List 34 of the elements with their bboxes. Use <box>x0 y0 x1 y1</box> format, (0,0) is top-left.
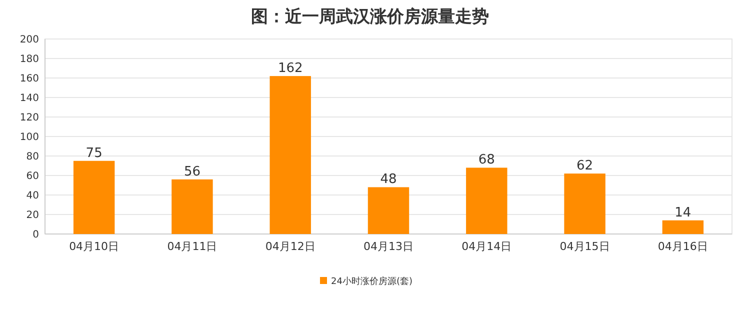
legend-label: 24小时涨价房源(套) <box>331 276 412 287</box>
x-tick-label: 04月15日 <box>560 240 610 253</box>
y-tick-label: 160 <box>20 74 39 84</box>
y-tick-label: 140 <box>20 93 39 104</box>
y-tick-label: 20 <box>26 210 39 221</box>
data-label: 56 <box>184 164 200 180</box>
bar <box>172 179 213 234</box>
data-label: 75 <box>86 146 102 161</box>
data-label: 68 <box>478 152 495 168</box>
x-tick-label: 04月12日 <box>265 240 316 253</box>
bar <box>73 160 115 234</box>
data-label: 62 <box>576 158 594 174</box>
bar <box>270 76 311 234</box>
bar <box>564 174 606 234</box>
y-tick-label: 40 <box>26 190 39 202</box>
x-tick-label: 04月13日 <box>364 240 414 253</box>
y-tick-label: 0 <box>32 230 39 240</box>
y-tick-label: 200 <box>20 34 39 46</box>
y-tick-label: 60 <box>26 171 39 182</box>
x-tick-label: 04月11日 <box>167 240 218 253</box>
y-tick-label: 80 <box>26 152 39 162</box>
y-tick-label: 180 <box>20 54 39 65</box>
chart-title: 图：近一周武汉涨价房源量走势 <box>251 7 489 27</box>
x-tick-label: 04月10日 <box>69 240 120 253</box>
y-tick-label: 120 <box>20 112 39 124</box>
bar <box>368 187 410 234</box>
y-tick-label: 100 <box>20 132 39 143</box>
data-label: 48 <box>380 172 397 188</box>
x-tick-label: 04月14日 <box>462 240 512 253</box>
bar <box>662 220 704 234</box>
bar <box>466 168 508 234</box>
x-tick-label: 04月16日 <box>658 240 708 253</box>
data-label: 162 <box>278 61 303 76</box>
data-label: 14 <box>674 205 692 220</box>
